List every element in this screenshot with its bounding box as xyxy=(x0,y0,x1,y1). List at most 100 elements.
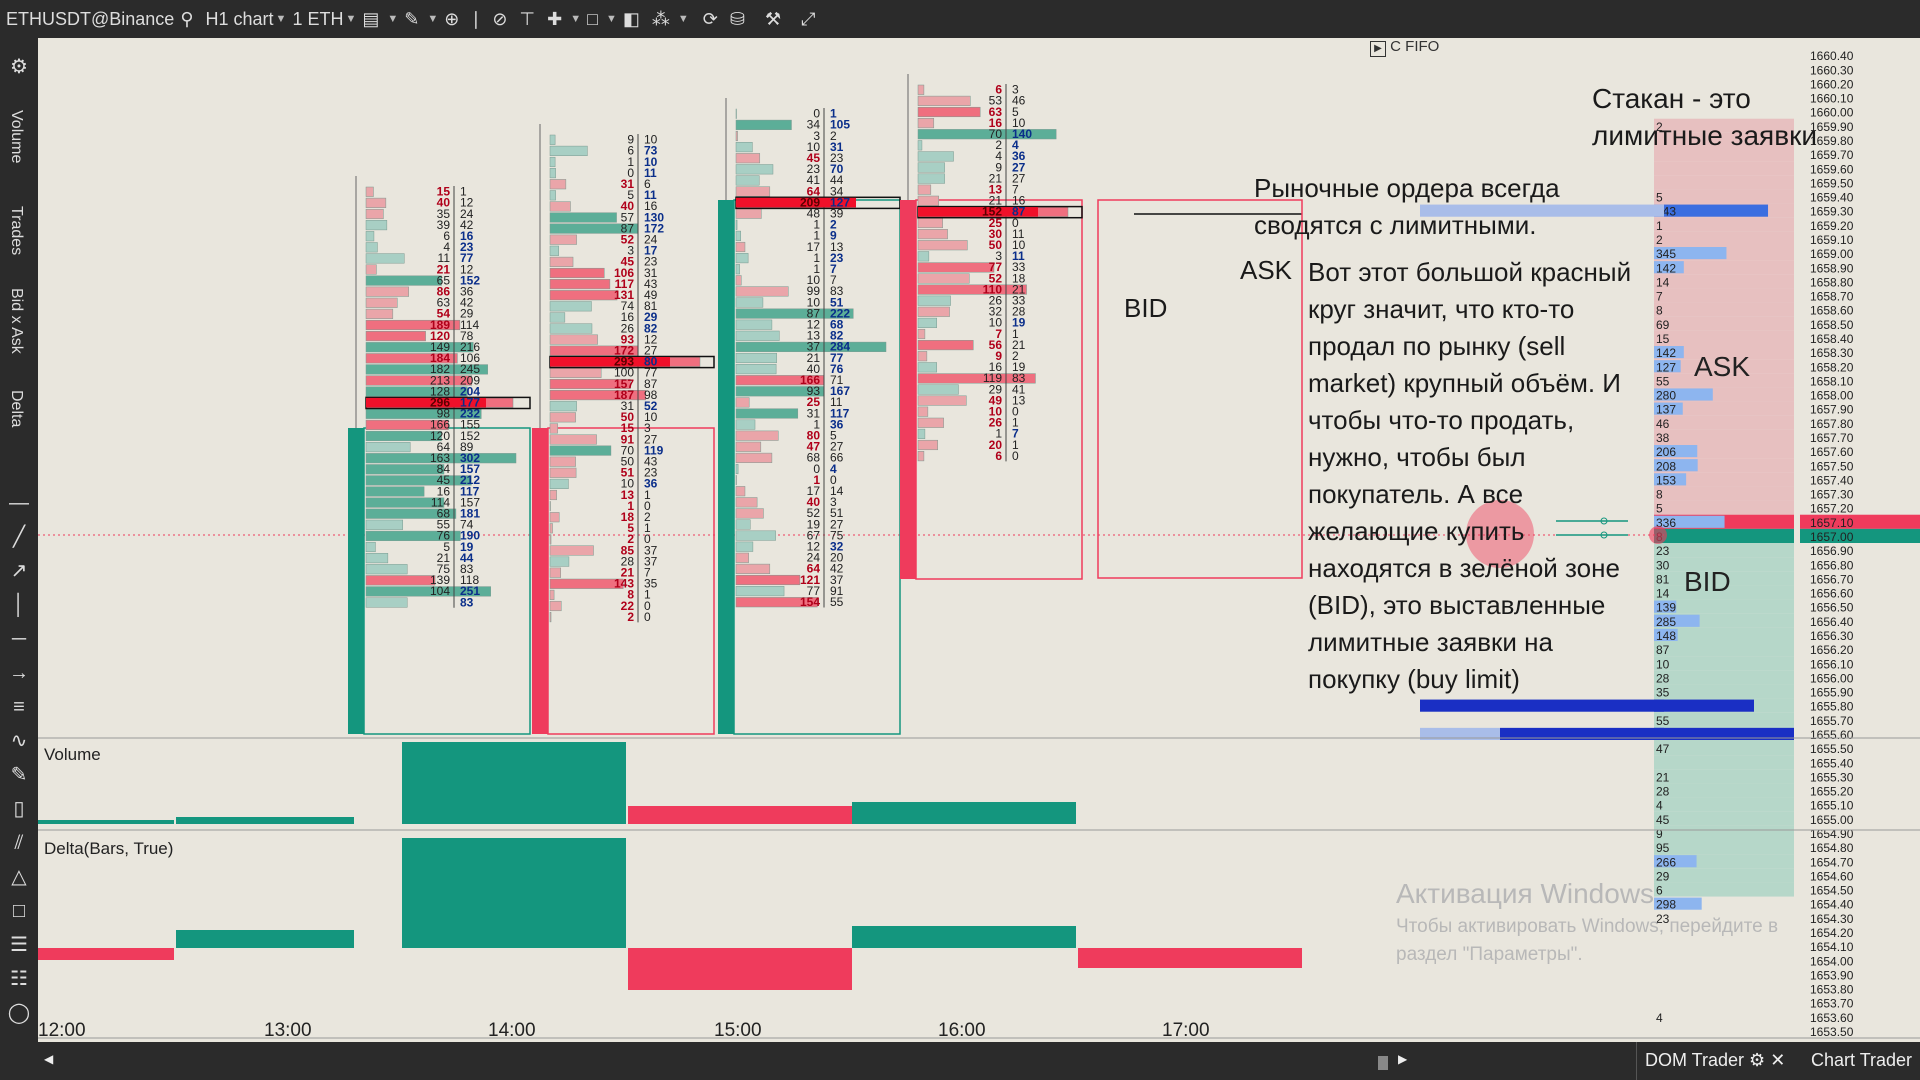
dom-level-bg xyxy=(1654,783,1794,798)
volume-bar xyxy=(176,817,354,824)
vertical-profile-icon[interactable]: ☷ xyxy=(10,968,28,990)
bar-style-icon[interactable]: ◧ xyxy=(622,8,640,29)
footprint-bar xyxy=(735,574,801,586)
footprint-buy-volume: 36 xyxy=(460,285,474,299)
footprint-bar xyxy=(917,95,971,106)
ruler-icon[interactable]: ▯ xyxy=(13,798,25,820)
footprint-bar xyxy=(917,173,945,184)
footprint-sell-volume: 93 xyxy=(807,384,821,398)
horizontal-segment-icon[interactable]: ─ xyxy=(11,628,27,650)
fullscreen-icon[interactable]: ⤢ xyxy=(801,8,816,29)
chevron-down-icon[interactable]: ▼ xyxy=(677,13,689,25)
database-icon[interactable]: ⛁ xyxy=(729,8,745,29)
fibonacci-icon[interactable]: ≡ xyxy=(13,696,25,718)
footprint-sell-volume: 64 xyxy=(807,184,821,198)
volume-profile-icon[interactable]: ☰ xyxy=(10,934,28,956)
chevron-down-icon[interactable]: ▼ xyxy=(387,13,399,25)
footprint-bar xyxy=(549,290,618,301)
dom-bid-size: 35 xyxy=(1656,686,1670,700)
footprint-bar xyxy=(917,328,926,340)
horizontal-line-icon[interactable]: — xyxy=(9,492,29,514)
footprint-sell-volume: 209 xyxy=(800,195,820,209)
scrollbar-thumb[interactable] xyxy=(1378,1056,1388,1070)
footprint-bar xyxy=(549,245,559,256)
monitor-icon[interactable]: ▤ xyxy=(362,8,380,29)
symbol-selector[interactable]: ETHUSDT@Binance ⚲ xyxy=(6,9,200,30)
footprint-bar xyxy=(549,545,594,556)
tab-bid-ask[interactable]: Bid x Ask xyxy=(8,288,25,354)
triangle-icon[interactable]: △ xyxy=(11,866,27,888)
volume-bar xyxy=(852,802,1076,824)
magnet-icon[interactable]: ⁂ xyxy=(651,8,670,29)
crosshair-icon[interactable]: ✚ xyxy=(547,8,563,29)
quantity-selector[interactable]: 1 ETH ▼ xyxy=(292,9,356,30)
zoom-icon[interactable]: ⊕ xyxy=(444,8,460,29)
tab-volume[interactable]: Volume xyxy=(8,110,25,164)
footprint-sell-volume: 10 xyxy=(989,405,1003,419)
tab-delta[interactable]: Delta xyxy=(8,390,25,428)
dom-price: 1657.10 xyxy=(1810,516,1854,530)
dom-price: 1658.20 xyxy=(1810,360,1854,374)
close-icon[interactable]: ✕ xyxy=(1770,1050,1786,1070)
footprint-buy-volume: 89 xyxy=(460,440,474,454)
timeframe-selector[interactable]: H1 chart ▼ xyxy=(206,9,287,30)
chart-area[interactable]: 1660.40 1660.30 1660.20 1660.10 1660.00 1659.… xyxy=(38,38,1920,1067)
footprint-bar xyxy=(549,312,566,323)
channel-icon[interactable]: ⫽ xyxy=(14,832,24,854)
search-icon[interactable]: ⚲ xyxy=(180,8,194,29)
chevron-down-icon[interactable]: ▼ xyxy=(427,13,439,25)
footprint-sell-volume: 74 xyxy=(621,299,635,313)
dom-bid-size-bar xyxy=(1654,614,1700,627)
dom-ask-size-bar xyxy=(1654,445,1698,458)
refresh-icon[interactable]: ⟳ xyxy=(702,8,718,29)
tools-icon[interactable]: ⚒ xyxy=(764,8,782,29)
footprint-sell-volume: 52 xyxy=(621,233,635,247)
footprint-buy-volume: 24 xyxy=(644,233,658,247)
tab-trades[interactable]: Trades xyxy=(8,206,25,256)
indicator-icon[interactable]: ∣ xyxy=(471,8,481,29)
footprint-buy-volume: 31 xyxy=(830,140,844,154)
dom-bid-size: 4 xyxy=(1656,799,1663,813)
dom-level-bg xyxy=(1654,811,1794,826)
rectangle-icon[interactable]: □ xyxy=(12,900,26,922)
tab-dom-trader[interactable]: DOM Trader ⚙ ✕ xyxy=(1645,1050,1786,1070)
path-icon[interactable]: ∿ xyxy=(10,730,28,752)
gear-icon[interactable]: ⚙ xyxy=(10,56,28,78)
tab-chart-trader[interactable]: Chart Trader xyxy=(1811,1050,1913,1070)
footprint-sell-volume: 40 xyxy=(807,495,821,509)
footprint-buy-volume: 177 xyxy=(460,396,480,410)
rectangle-icon[interactable]: □ xyxy=(587,8,598,29)
footprint-sell-volume: 9 xyxy=(995,349,1002,363)
footprint-sell-volume: 13 xyxy=(989,183,1003,197)
chevron-down-icon[interactable]: ▼ xyxy=(605,13,617,25)
pencil-icon[interactable]: ✎ xyxy=(404,8,420,29)
ellipse-icon[interactable]: ◯ xyxy=(7,1002,31,1024)
trade-dot xyxy=(1600,531,1608,539)
scroll-left-icon[interactable]: ◀ xyxy=(44,1052,54,1066)
footprint-sell-volume: 15 xyxy=(621,421,635,435)
footprint-buy-volume: 23 xyxy=(644,466,658,480)
gear-icon[interactable]: ⚙ xyxy=(1749,1050,1766,1070)
time-axis-label: 17:00 xyxy=(1162,1020,1210,1041)
footprint-sell-volume: 120 xyxy=(430,329,450,343)
footprint-sell-volume: 21 xyxy=(437,551,451,565)
footprint-sell-volume: 154 xyxy=(800,595,820,609)
vertical-line-icon[interactable]: │ xyxy=(12,594,26,616)
footprint-buy-volume: 155 xyxy=(460,418,480,432)
fifo-toggle[interactable]: ▶ C FIFO xyxy=(1370,38,1439,57)
template-icon[interactable]: ⊤ xyxy=(519,8,536,29)
ray-icon[interactable]: ↗ xyxy=(10,560,28,582)
trend-line-icon[interactable]: ╱ xyxy=(12,526,26,548)
eye-off-icon[interactable]: ⊘ xyxy=(492,8,508,29)
scroll-right-icon[interactable]: ▶ xyxy=(1398,1052,1408,1066)
arrow-icon[interactable]: → xyxy=(9,662,29,684)
brush-icon[interactable]: ✎ xyxy=(10,764,28,786)
dom-level-bg xyxy=(1654,231,1794,246)
footprint-bar xyxy=(549,556,570,567)
dom-price: 1655.20 xyxy=(1810,785,1854,799)
footprint-bar xyxy=(917,295,951,306)
footprint-sell-volume: 8 xyxy=(627,588,634,602)
chevron-down-icon[interactable]: ▼ xyxy=(570,13,582,25)
footprint-buy-volume: 1 xyxy=(644,521,651,535)
play-icon[interactable]: ▶ xyxy=(1370,41,1386,57)
